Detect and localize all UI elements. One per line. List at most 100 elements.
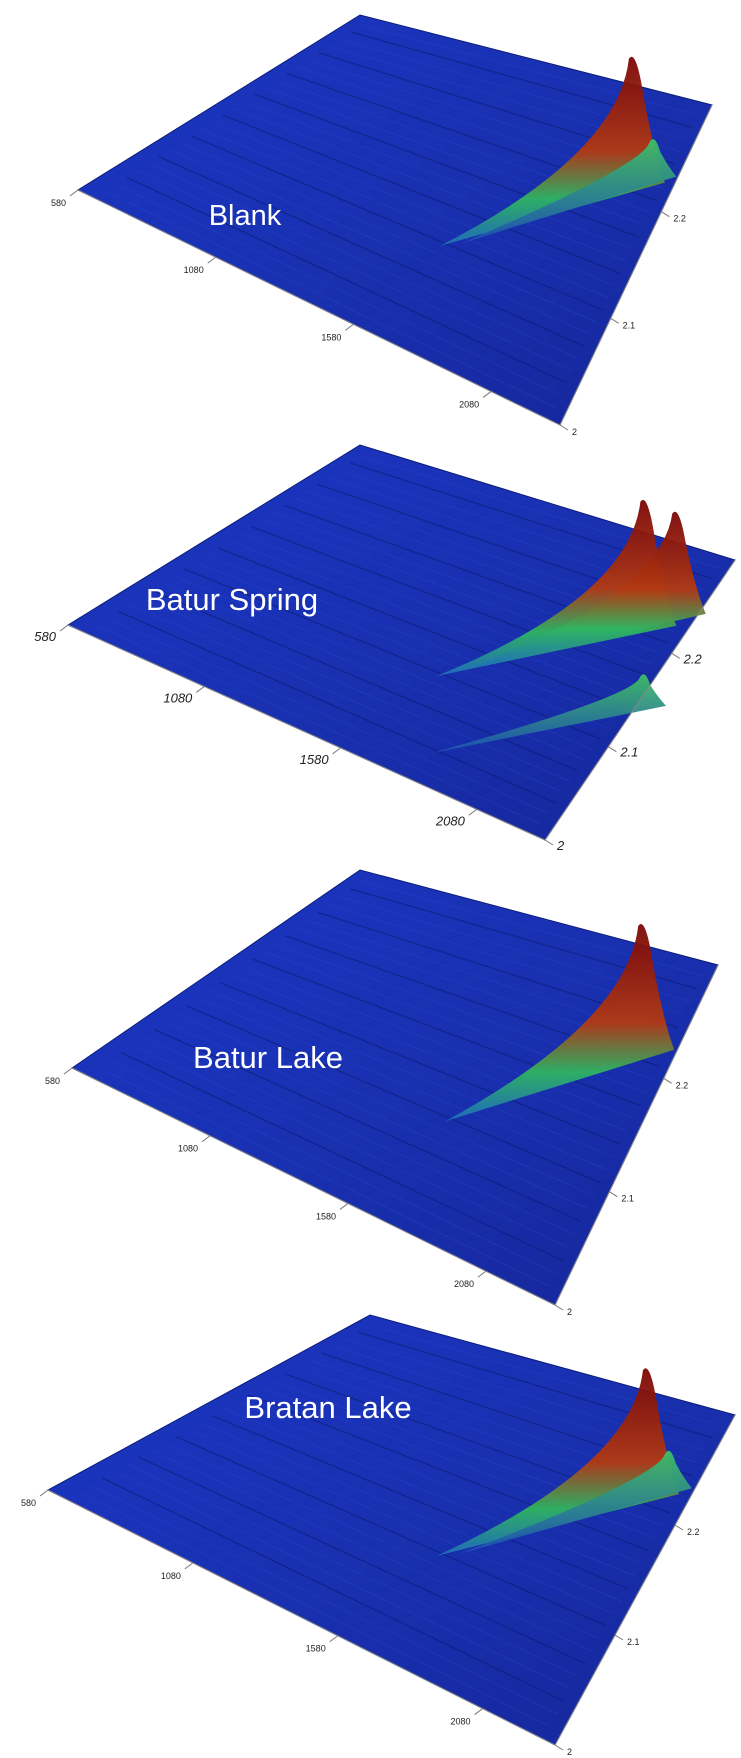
y-tick: [671, 652, 680, 659]
panel-title: Blank: [209, 200, 282, 232]
x-tick: [207, 256, 217, 264]
surface-streak: [89, 1484, 558, 1715]
surface-streak: [211, 1414, 629, 1590]
surface-streak: [250, 525, 646, 676]
surface-plane: [71, 869, 719, 1306]
y-tick-label: 2.2: [676, 1080, 689, 1090]
surface-streak: [201, 128, 609, 299]
surface-streak: [186, 1005, 602, 1184]
x-tick: [339, 1203, 349, 1210]
y-tick-label: 2.1: [621, 1194, 634, 1204]
surface-panel: 580 1080 1580 2080 2 2.1 2.2 Batur Spring: [34, 444, 736, 853]
y-tick: [609, 1191, 618, 1198]
x-tick: [59, 624, 69, 632]
y-tick: [554, 1744, 564, 1751]
x-tick-label: 1580: [300, 752, 330, 767]
surface-streak: [233, 107, 627, 262]
x-tick: [201, 1135, 211, 1143]
surface-streak: [217, 547, 624, 708]
x-tick: [329, 1635, 339, 1643]
surface-streak: [99, 1068, 551, 1287]
surface-streak: [147, 163, 579, 360]
surface-streak: [138, 1456, 586, 1665]
y-tick-label: 2: [572, 427, 577, 437]
surface-streak: [206, 554, 616, 718]
x-tick-label: 1080: [163, 690, 193, 705]
surface-streak: [150, 589, 579, 772]
surface-streak: [222, 114, 621, 275]
x-axis-line: [67, 624, 546, 841]
x-tick-label: 1580: [316, 1211, 336, 1221]
x-tick-label: 1080: [184, 265, 204, 275]
surface-plane: [66, 444, 736, 841]
x-tick: [477, 1270, 487, 1278]
x-tick-label: 2080: [451, 1717, 471, 1727]
surface-streak: [190, 135, 603, 311]
red-peak: [445, 924, 675, 1122]
surface-streak: [106, 617, 550, 814]
x-tick: [482, 391, 492, 398]
y-tick-label: 2: [556, 838, 565, 853]
surface-streak: [228, 540, 631, 697]
surface-streak: [115, 183, 562, 396]
surface-streak: [142, 1036, 576, 1236]
surface-panel: 580 1080 1580 2080 2 2.1 2.2 Bratan Lake: [21, 1314, 736, 1757]
surface-streak: [105, 190, 556, 408]
x-tick: [468, 808, 478, 816]
surface-streak: [117, 610, 557, 804]
red-peak: [436, 1368, 679, 1556]
x-tick-label: 1580: [321, 332, 341, 342]
x-tick: [345, 323, 354, 331]
surface-streak: [132, 1044, 570, 1249]
surface-streak: [254, 93, 639, 238]
surface-streak: [110, 1060, 557, 1274]
surface-streak: [153, 1028, 583, 1223]
surface-streak: [95, 625, 542, 825]
x-tick-label: 2080: [459, 399, 479, 409]
x-tick: [332, 747, 341, 755]
y-tick-label: 2.1: [623, 320, 636, 330]
y-tick: [674, 1524, 684, 1531]
green-peak: [430, 674, 666, 754]
surface-streak: [137, 170, 573, 372]
surface-streak: [173, 575, 594, 750]
y-tick-label: 2.2: [683, 651, 703, 666]
surface-streak: [128, 603, 564, 793]
y-tick-label: 2.2: [673, 214, 686, 224]
x-tick: [195, 686, 205, 693]
surface-streak: [158, 155, 585, 348]
surface-streak: [169, 149, 591, 335]
y-axis-line: [559, 104, 713, 426]
surface-streak: [150, 1449, 593, 1652]
y-tick-label: 2: [567, 1747, 572, 1757]
surface-streak: [243, 100, 633, 250]
x-tick-label: 580: [45, 1076, 60, 1086]
surface-streak: [77, 1491, 551, 1727]
x-tick-label: 580: [34, 629, 56, 644]
y-tick-label: 2: [567, 1307, 572, 1317]
y-tick: [559, 424, 569, 431]
surface-streak: [370, 1325, 720, 1426]
x-axis-line: [47, 1489, 556, 1746]
y-axis-line: [554, 1414, 736, 1746]
y-tick-label: 2.1: [627, 1637, 640, 1647]
surface-streak: [223, 1408, 636, 1577]
green-peak: [461, 139, 677, 244]
surface-streak: [121, 1052, 564, 1262]
y-axis-line: [554, 964, 719, 1306]
surface-streak: [211, 121, 615, 286]
y-tick: [608, 746, 617, 753]
surface-streak: [248, 1394, 650, 1552]
y-axis-line: [544, 559, 736, 841]
surface-streak: [208, 990, 615, 1158]
surface-panel: 580 1080 1580 2080 2 2.1 2.2 Batur Lake: [45, 869, 719, 1317]
surface-streak: [101, 1477, 565, 1703]
y-tick: [663, 1077, 672, 1084]
panel-title: Bratan Lake: [244, 1390, 411, 1425]
x-tick-label: 580: [21, 1498, 36, 1508]
surface-streak: [219, 981, 621, 1145]
panel-title: Batur Spring: [146, 582, 318, 617]
x-tick-label: 1080: [161, 1571, 181, 1581]
x-tick-label: 2080: [435, 813, 466, 828]
x-tick: [474, 1708, 483, 1715]
